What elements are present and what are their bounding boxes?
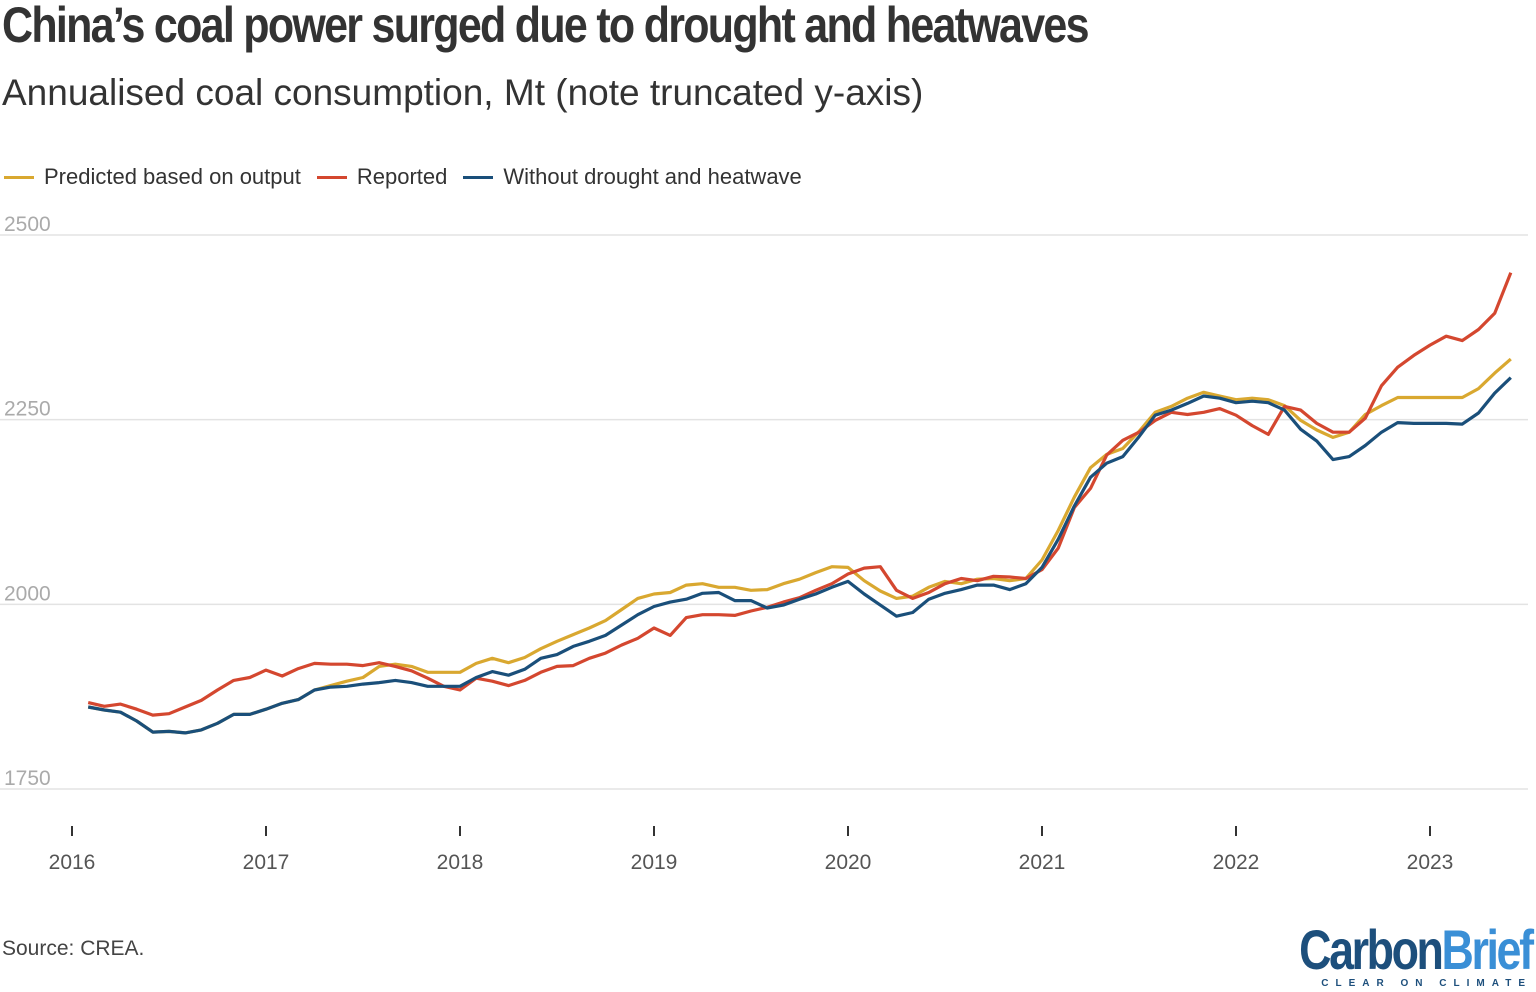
- x-tick-label: 2019: [631, 851, 678, 874]
- legend-item-without-drought: Without drought and heatwave: [463, 164, 802, 190]
- legend-label: Predicted based on output: [44, 164, 301, 189]
- legend-item-predicted: Predicted based on output: [4, 164, 301, 190]
- logo-tagline: CLEAR ON CLIMATE: [1321, 978, 1532, 989]
- chart-title: China’s coal power surged due to drought…: [2, 0, 1090, 53]
- source-note: Source: CREA.: [2, 937, 145, 960]
- y-tick-label: 1750: [4, 767, 51, 790]
- y-tick-label: 2500: [4, 213, 51, 236]
- legend-item-reported: Reported: [316, 164, 448, 190]
- logo-carbon: Carbon: [1299, 918, 1445, 981]
- legend-swatch-reported: [316, 175, 347, 179]
- x-tick-label: 2022: [1213, 851, 1260, 874]
- chart-subtitle: Annualised coal consumption, Mt (note tr…: [2, 72, 924, 113]
- x-tick-label: 2021: [1019, 851, 1066, 874]
- x-tick-label: 2018: [437, 851, 484, 874]
- series-line-0: [87, 357, 1512, 735]
- y-tick-label: 2250: [4, 398, 51, 421]
- series-line-1: [87, 272, 1513, 717]
- legend-label: Without drought and heatwave: [503, 164, 802, 189]
- x-tick-label: 2020: [825, 851, 872, 874]
- carbon-brief-logo: CarbonBrief CLEAR ON CLIMATE: [1241, 918, 1535, 990]
- series-line-2: [87, 376, 1512, 735]
- legend: Predicted based on output Reported Witho…: [4, 164, 802, 190]
- x-tick-label: 2017: [243, 851, 290, 874]
- legend-label: Reported: [356, 164, 448, 189]
- legend-swatch-predicted: [4, 175, 34, 179]
- logo-brief: Brief: [1441, 918, 1534, 981]
- x-tick-label: 2016: [49, 851, 96, 874]
- y-tick-label: 2000: [4, 582, 51, 605]
- x-tick-label: 2023: [1407, 851, 1454, 874]
- legend-swatch-without-drought: [463, 175, 494, 179]
